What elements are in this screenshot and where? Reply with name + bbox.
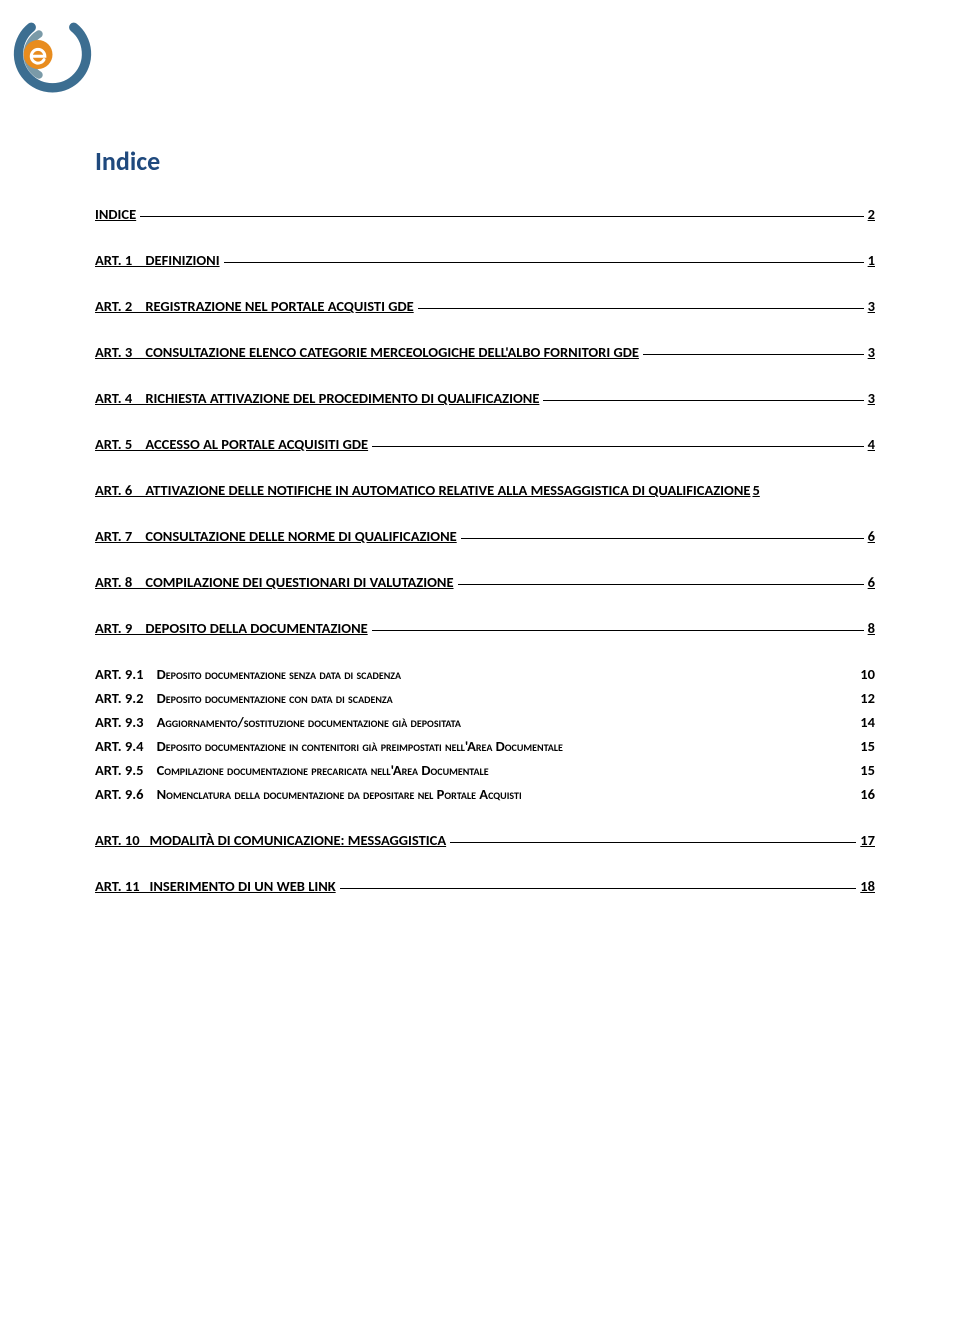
toc-page: 6 <box>868 573 875 591</box>
leader-line <box>340 888 857 889</box>
toc-page: 17 <box>860 831 875 849</box>
toc-sub-entry[interactable]: ART. 9.2 Deposito documentazione con dat… <box>95 689 875 707</box>
leader-line <box>418 308 864 309</box>
toc-label: INDICE <box>95 205 136 223</box>
toc-entry[interactable]: ART. 10 MODALITÀ DI COMUNICAZIONE: MESSA… <box>95 831 875 849</box>
toc-page: 3 <box>868 343 875 361</box>
toc-sub-page: 16 <box>860 785 875 803</box>
toc-entry[interactable]: ART. 3 CONSULTAZIONE ELENCO CATEGORIE ME… <box>95 343 875 361</box>
leader-line <box>372 630 864 631</box>
toc-page: 1 <box>868 251 875 269</box>
toc-label: ART. 11 INSERIMENTO DI UN WEB LINK <box>95 877 336 895</box>
toc-sub-label: ART. 9.4 Deposito documentazione in cont… <box>95 737 563 755</box>
toc-label: ART. 5 ACCESSO AL PORTALE ACQUISITI GDE <box>95 435 368 453</box>
toc-entry[interactable]: ART. 1 DEFINIZIONI 1 <box>95 251 875 269</box>
toc-label: ART. 10 MODALITÀ DI COMUNICAZIONE: MESSA… <box>95 831 446 849</box>
toc-entry[interactable]: INDICE 2 <box>95 205 875 223</box>
toc-label: ART. 4 RICHIESTA ATTIVAZIONE DEL PROCEDI… <box>95 389 539 407</box>
leader-line <box>372 446 864 447</box>
toc-label: ART. 7 CONSULTAZIONE DELLE NORME DI QUAL… <box>95 527 457 545</box>
toc-entry[interactable]: ART. 8 COMPILAZIONE DEI QUESTIONARI DI V… <box>95 573 875 591</box>
logo <box>10 12 95 97</box>
toc-entry[interactable]: ART. 6 ATTIVAZIONE DELLE NOTIFICHE IN AU… <box>95 481 875 499</box>
toc-sub-page: 15 <box>860 761 875 779</box>
leader-line <box>458 584 864 585</box>
toc-page: 8 <box>868 619 875 637</box>
toc-label: ART. 1 DEFINIZIONI <box>95 251 220 269</box>
toc-sub-label: ART. 9.6 Nomenclatura della documentazio… <box>95 785 522 803</box>
toc-label: ART. 2 REGISTRAZIONE NEL PORTALE ACQUIST… <box>95 297 414 315</box>
leader-line <box>224 262 864 263</box>
toc-after: ART. 10 MODALITÀ DI COMUNICAZIONE: MESSA… <box>95 831 875 895</box>
toc-sub-entry[interactable]: ART. 9.5 Compilazione documentazione pre… <box>95 761 875 779</box>
toc-sub-entry[interactable]: ART. 9.4 Deposito documentazione in cont… <box>95 737 875 755</box>
toc-entry[interactable]: ART. 2 REGISTRAZIONE NEL PORTALE ACQUIST… <box>95 297 875 315</box>
toc-main: INDICE 2 ART. 1 DEFINIZIONI 1 ART. 2 REGISTR… <box>95 205 875 637</box>
leader-line <box>140 216 863 217</box>
toc-page: 3 <box>868 389 875 407</box>
toc-page: 3 <box>868 297 875 315</box>
toc-sub-page: 14 <box>860 713 875 731</box>
toc-sub-page: 12 <box>860 689 875 707</box>
toc-sub-label: ART. 9.3 Aggiornamento/sostituzione docu… <box>95 713 461 731</box>
toc-sub-page: 15 <box>860 737 875 755</box>
toc-label: ART. 8 COMPILAZIONE DEI QUESTIONARI DI V… <box>95 573 454 591</box>
toc-entry[interactable]: ART. 11 INSERIMENTO DI UN WEB LINK 18 <box>95 877 875 895</box>
toc-sub-entry[interactable]: ART. 9.6 Nomenclatura della documentazio… <box>95 785 875 803</box>
leader-line <box>450 842 856 843</box>
toc-page: 18 <box>860 877 875 895</box>
toc-entry[interactable]: ART. 9 DEPOSITO DELLA DOCUMENTAZIONE 8 <box>95 619 875 637</box>
toc-sub-block: ART. 9.1 Deposito documentazione senza d… <box>95 665 875 803</box>
toc-sub-label: ART. 9.2 Deposito documentazione con dat… <box>95 689 393 707</box>
page-title: Indice <box>95 145 875 177</box>
toc-page: 4 <box>868 435 875 453</box>
leader-line <box>543 400 863 401</box>
toc-sub-entry[interactable]: ART. 9.3 Aggiornamento/sostituzione docu… <box>95 713 875 731</box>
toc-page: 6 <box>868 527 875 545</box>
toc-label: ART. 9 DEPOSITO DELLA DOCUMENTAZIONE <box>95 619 368 637</box>
toc-label: ART. 6 ATTIVAZIONE DELLE NOTIFICHE IN AU… <box>95 481 750 499</box>
toc-entry[interactable]: ART. 5 ACCESSO AL PORTALE ACQUISITI GDE 4 <box>95 435 875 453</box>
toc-sub-label: ART. 9.1 Deposito documentazione senza d… <box>95 665 401 683</box>
toc-entry[interactable]: ART. 4 RICHIESTA ATTIVAZIONE DEL PROCEDI… <box>95 389 875 407</box>
toc-entry[interactable]: ART. 7 CONSULTAZIONE DELLE NORME DI QUAL… <box>95 527 875 545</box>
leader-line <box>461 538 864 539</box>
leader-line <box>643 354 864 355</box>
toc-page: 5 <box>752 481 759 499</box>
toc-sub-entry[interactable]: ART. 9.1 Deposito documentazione senza d… <box>95 665 875 683</box>
toc-page: 2 <box>868 205 875 223</box>
toc-sub-page: 10 <box>860 665 875 683</box>
toc-sub-label: ART. 9.5 Compilazione documentazione pre… <box>95 761 489 779</box>
toc-label: ART. 3 CONSULTAZIONE ELENCO CATEGORIE ME… <box>95 343 639 361</box>
